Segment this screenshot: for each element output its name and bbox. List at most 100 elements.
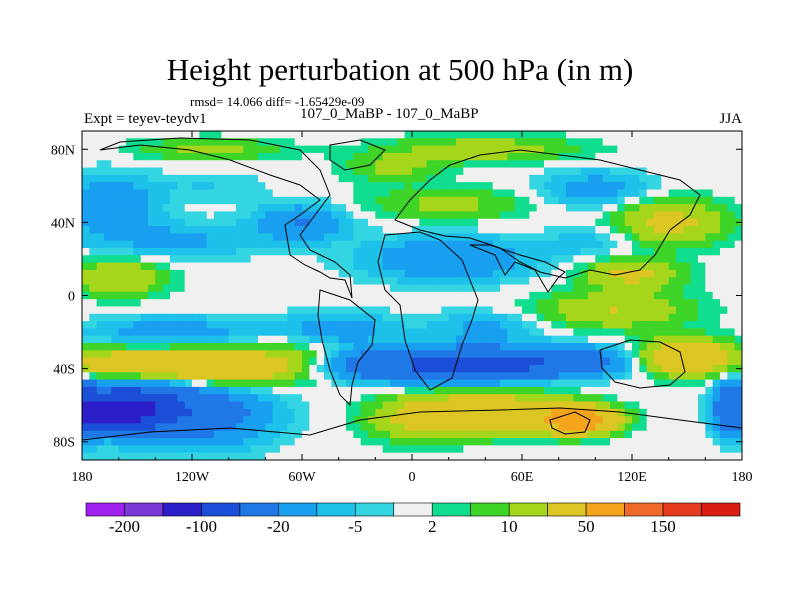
field-cell [529,313,538,322]
field-cell [287,277,296,286]
field-cell [96,452,105,460]
field-cell [280,182,288,191]
field-cell [720,306,728,315]
field-cell [419,306,428,315]
field-cell [434,240,442,249]
field-cell [668,204,677,213]
field-cell [529,423,538,432]
field-cell [111,189,120,198]
field-cell [727,131,736,139]
field-cell [250,364,259,373]
field-cell [331,182,340,191]
field-cell [632,196,640,205]
field-cell [456,423,464,432]
field-cell [617,364,626,373]
field-cell [316,152,325,161]
field-cell [434,262,442,271]
field-cell [470,196,479,205]
field-cell [82,386,90,395]
field-cell [470,189,479,198]
field-cell [236,196,244,205]
field-cell [448,416,457,425]
field-cell [155,189,164,198]
field-cell [544,386,552,395]
field-cell [316,277,325,286]
field-cell [434,299,442,308]
field-cell [104,299,112,308]
field-cell [580,372,589,381]
field-cell [470,233,479,242]
field-cell [551,313,560,322]
field-cell [96,350,105,359]
field-cell [382,196,391,205]
field-cell [316,452,325,460]
field-cell [529,174,538,183]
field-cell [419,299,428,308]
field-cell [221,350,230,359]
field-cell [89,182,98,191]
field-cell [346,182,354,191]
field-cell [412,328,420,337]
field-cell [148,408,156,417]
field-cell [551,211,560,220]
field-cell [492,335,501,344]
field-cell [588,145,596,154]
field-cell [309,452,318,460]
field-cell [148,167,156,176]
field-cell [360,306,369,315]
field-cell [104,284,112,293]
field-cell [353,255,362,264]
field-cell [632,189,640,198]
field-cell [155,452,164,460]
field-cell [192,226,200,234]
field-cell [140,284,149,293]
field-cell [705,445,714,454]
field-cell [602,189,611,198]
field-cell [632,452,640,460]
field-cell [595,350,604,359]
field-cell [206,343,215,351]
field-cell [324,343,332,351]
field-cell [602,394,611,403]
field-cell [404,240,413,249]
field-cell [522,145,530,154]
field-cell [302,416,310,425]
field-cell [324,262,332,271]
field-cell [434,335,442,344]
field-cell [712,277,721,286]
field-cell [580,313,589,322]
field-cell [155,299,164,308]
field-cell [390,240,398,249]
field-cell [683,416,692,425]
field-cell [419,343,428,351]
field-cell [639,423,648,432]
field-cell [522,218,530,227]
field-cell [434,131,442,139]
field-cell [580,335,589,344]
field-cell [177,313,186,322]
field-cell [82,174,90,183]
field-cell [96,211,105,220]
field-cell [162,233,171,242]
field-cell [500,247,508,256]
field-cell [610,204,618,213]
field-cell [668,372,677,381]
field-cell [514,167,523,176]
field-cell [346,145,354,154]
field-cell [485,131,494,139]
field-cell [478,452,486,460]
field-cell [727,335,736,344]
field-cell [316,240,325,249]
field-cell [302,277,310,286]
field-cell [280,247,288,256]
field-cell [536,416,545,425]
field-cell [250,430,259,439]
field-cell [140,196,149,205]
field-cell [478,262,486,271]
field-cell [485,269,494,278]
field-cell [456,321,464,329]
field-cell [698,430,706,439]
field-cell [456,189,464,198]
field-cell [346,452,354,460]
field-cell [89,328,98,337]
